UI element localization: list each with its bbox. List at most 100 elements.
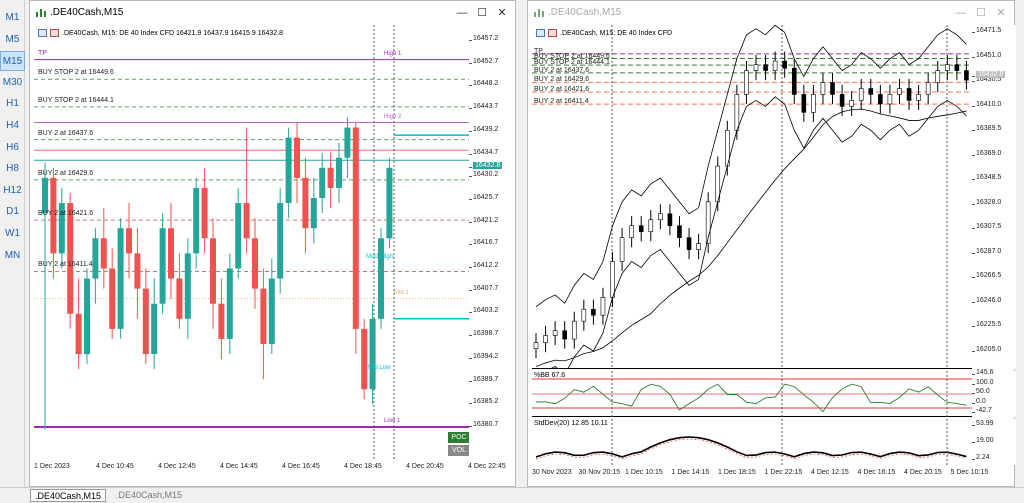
price-tick: 16389.5 — [971, 125, 1002, 132]
price-tick: 16430.5 — [971, 76, 1002, 83]
maximize-button[interactable]: ☐ — [477, 7, 487, 19]
time-tick: 1 Dec 2023 — [34, 463, 70, 470]
price-chart[interactable]: .DE40Cash, M15: DE 40 Index CFD 16421.9 … — [34, 25, 470, 461]
timeframe-w1[interactable]: W1 — [5, 228, 20, 239]
candle-body — [176, 278, 183, 319]
order-label: BUY 2 at 16411.4 — [534, 98, 589, 106]
tab-chart-1[interactable]: .DE40Cash,M15 — [30, 489, 107, 502]
candle-body — [839, 94, 845, 107]
time-tick: 1 Dec 10:15 — [625, 469, 663, 476]
candle-body — [201, 187, 208, 239]
candle-body — [744, 70, 749, 95]
order-label: BUY STOP 2 at 16449.6 — [38, 69, 114, 77]
timeframe-h12[interactable]: H12 — [3, 184, 22, 196]
bb-tick: 0.0 — [972, 397, 986, 405]
timeframe-bar: M1 M5 M15 M30 H1 H4 H6 H8 H12 D1 W1 MN — [0, 0, 25, 487]
candle-body — [658, 213, 663, 221]
candle-body — [543, 335, 548, 343]
tab-chart-2[interactable]: .DE40Cash,M15 — [116, 490, 183, 500]
candle-body — [243, 203, 250, 239]
bb-tick: -42.7 — [972, 407, 992, 415]
candle-body — [142, 288, 149, 355]
timeframe-h4[interactable]: H4 — [6, 120, 19, 131]
percent-bb-chart — [532, 371, 972, 417]
order-label: TP — [38, 49, 47, 57]
time-tick: 4 Dec 22:45 — [468, 463, 506, 470]
price-tick: 16425.7 — [468, 193, 499, 201]
timeframe-h8[interactable]: H8 — [6, 163, 19, 175]
timeframe-h1[interactable]: H1 — [6, 98, 19, 110]
bb-tick: 100.0 — [972, 378, 994, 386]
order-label: BUY 2 at 16421.6 — [38, 210, 94, 218]
order-label: BUY 2 at 16421.6 — [534, 85, 590, 93]
price-tick: 16369.0 — [971, 149, 1002, 157]
candle-body — [791, 67, 797, 95]
price-tick: 16434.7 — [468, 148, 499, 156]
chart-window-right[interactable]: .DE40Cash,M15 — ☐ ✕ .DE40Cash, M15: DE 4… — [527, 0, 1016, 487]
candle-body — [581, 308, 587, 322]
close-button[interactable]: ✕ — [497, 7, 507, 19]
price-tick: 16403.2 — [468, 307, 499, 315]
time-tick: 4 Dec 14:45 — [220, 463, 258, 470]
poc-button[interactable]: POC — [448, 432, 470, 443]
current-price-label: 16432.8 — [971, 71, 1006, 78]
candlestick-chart[interactable] — [34, 25, 469, 461]
stddev-line — [535, 436, 967, 458]
timeframe-h6[interactable]: H6 — [6, 141, 19, 153]
stddev-indicator-pane[interactable]: StdDev(20) 12.85 10.11 — [532, 419, 972, 465]
candle-body — [772, 60, 778, 71]
vol-button[interactable]: VOL — [448, 445, 470, 456]
current-price-label: 16432.8 — [468, 162, 503, 169]
candle-body — [858, 88, 864, 101]
time-tick: 30 Nov 2023 — [532, 469, 572, 476]
window-title: .DE40Cash,M15 — [548, 7, 622, 18]
bb-tick: 145.6 — [972, 369, 994, 376]
time-tick: 4 Dec 20:45 — [406, 463, 444, 470]
price-tick: 16225.5 — [971, 321, 1002, 328]
bollinger-upper — [535, 24, 967, 308]
candle-body — [168, 228, 174, 279]
stddev-tick: 2.24 — [972, 454, 990, 461]
time-tick: 4 Dec 10:45 — [96, 463, 134, 470]
close-button[interactable]: ✕ — [996, 7, 1006, 19]
price-tick: 16448.2 — [468, 80, 499, 88]
timeframe-m1[interactable]: M1 — [5, 12, 20, 23]
bb-indicator-pane[interactable]: %BB 67.6 — [532, 371, 972, 417]
timeframe-m30[interactable]: M30 — [2, 76, 23, 88]
candle-body — [386, 167, 393, 239]
candle-body — [705, 201, 711, 244]
tools-icon — [548, 29, 557, 37]
minimize-button[interactable]: — — [955, 7, 967, 19]
candle-body — [336, 157, 342, 188]
timeframe-m15[interactable]: M15 — [0, 51, 25, 72]
chart-header: .DE40Cash, M15: DE 40 Index CFD — [536, 29, 672, 37]
candle-body — [571, 320, 577, 340]
level-label: Low 1 — [384, 418, 401, 424]
timeframe-d1[interactable]: D1 — [6, 206, 19, 218]
price-tick: 16439.2 — [468, 125, 499, 133]
candle-body — [126, 228, 132, 254]
window-titlebar[interactable]: .DE40Cash,M15 — ☐ ✕ — [30, 1, 515, 25]
maximize-button[interactable]: ☐ — [976, 7, 986, 19]
candle-body — [117, 228, 124, 329]
timeframe-mn[interactable]: MN — [4, 249, 21, 261]
price-tick: 16457.2 — [468, 35, 499, 42]
time-tick: 4 Dec 12:45 — [158, 463, 196, 470]
chart-header-text: .DE40Cash, M15: DE 40 Index CFD 16421.9 … — [62, 29, 284, 37]
candle-body — [319, 167, 326, 199]
minimize-button[interactable]: — — [456, 7, 468, 19]
moving-average — [535, 108, 967, 367]
price-tick: 16380.7 — [468, 420, 499, 428]
candlestick-chart[interactable] — [532, 24, 972, 379]
candle-body — [591, 308, 596, 316]
candle-body — [648, 219, 654, 232]
candle-body — [562, 330, 567, 340]
percent-bb-line — [535, 383, 967, 413]
timeframe-m5[interactable]: M5 — [5, 33, 20, 45]
stddev-tick: 53.99 — [972, 420, 994, 427]
price-chart[interactable]: .DE40Cash, M15: DE 40 Index CFD TP BUY ST… — [532, 24, 972, 379]
chart-window-left[interactable]: .DE40Cash,M15 — ☐ ✕ .DE40Cash, M15: DE 4… — [29, 0, 516, 487]
window-titlebar[interactable]: .DE40Cash,M15 — ☐ ✕ — [528, 1, 1014, 25]
time-tick: 4 Dec 16:15 — [857, 469, 896, 476]
time-tick: 1 Dec 14:15 — [671, 469, 710, 476]
